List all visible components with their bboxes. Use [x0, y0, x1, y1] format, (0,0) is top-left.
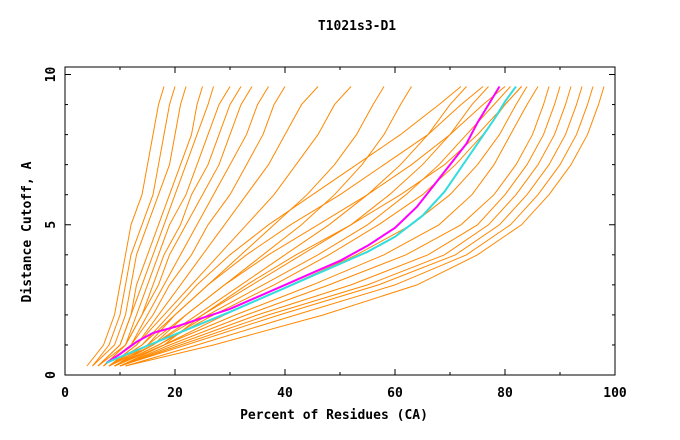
- series-line-model-11: [108, 86, 319, 367]
- series-line-model-26: [125, 86, 605, 367]
- series-line-model-13: [108, 86, 385, 367]
- series-line-model-29: [114, 86, 506, 367]
- series-line-magenta-model: [105, 85, 501, 364]
- series-line-model-24: [119, 86, 583, 367]
- series-line-model-14: [108, 86, 412, 367]
- series-line-model-30: [119, 86, 522, 367]
- x-tick-label: 0: [61, 386, 69, 401]
- series-line-model-01: [86, 86, 165, 367]
- x-tick-label: 40: [277, 386, 293, 401]
- y-tick-label: 10: [44, 67, 59, 83]
- x-tick-label: 60: [387, 386, 403, 401]
- axes-group: 0 20 40 60 80 100 0 5 10: [44, 67, 627, 401]
- plot-frame: [64, 66, 616, 376]
- series-line-model-28: [108, 86, 462, 367]
- series-line-model-03: [92, 86, 187, 367]
- series-line-model-09: [103, 86, 269, 367]
- chart-title: T1021s3-D1: [318, 19, 396, 34]
- series-line-model-08: [103, 86, 253, 367]
- y-axis-label: Distance Cutoff, A: [20, 161, 35, 302]
- series-line-model-10: [103, 86, 286, 367]
- series-group: [86, 85, 605, 367]
- x-tick-label: 100: [603, 386, 627, 401]
- series-line-model-25: [125, 86, 594, 367]
- series-line-model-06: [97, 86, 231, 367]
- y-tick-label: 5: [44, 221, 59, 229]
- series-line-cyan-model: [105, 85, 517, 364]
- series-line-model-23: [119, 86, 572, 367]
- x-axis-label: Percent of Residues (CA): [240, 408, 428, 423]
- series-line-model-21: [119, 86, 550, 367]
- x-tick-label: 20: [167, 386, 183, 401]
- series-line-model-02: [92, 86, 176, 367]
- series-line-model-12: [108, 86, 352, 367]
- series-line-model-27: [114, 86, 484, 367]
- x-tick-label: 80: [497, 386, 513, 401]
- y-tick-label: 0: [44, 371, 59, 379]
- series-line-model-20: [114, 86, 539, 367]
- series-line-model-05: [97, 86, 214, 367]
- series-line-model-07: [103, 86, 242, 367]
- series-line-model-22: [119, 86, 561, 367]
